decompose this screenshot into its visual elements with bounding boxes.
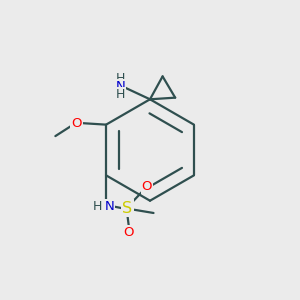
Text: H: H (93, 200, 102, 213)
Text: H: H (116, 71, 125, 85)
Text: H: H (116, 88, 125, 101)
Text: N: N (104, 200, 114, 213)
Text: S: S (122, 201, 132, 216)
Text: O: O (124, 226, 134, 239)
Text: O: O (142, 180, 152, 193)
Text: N: N (116, 80, 125, 93)
Text: O: O (71, 116, 82, 130)
